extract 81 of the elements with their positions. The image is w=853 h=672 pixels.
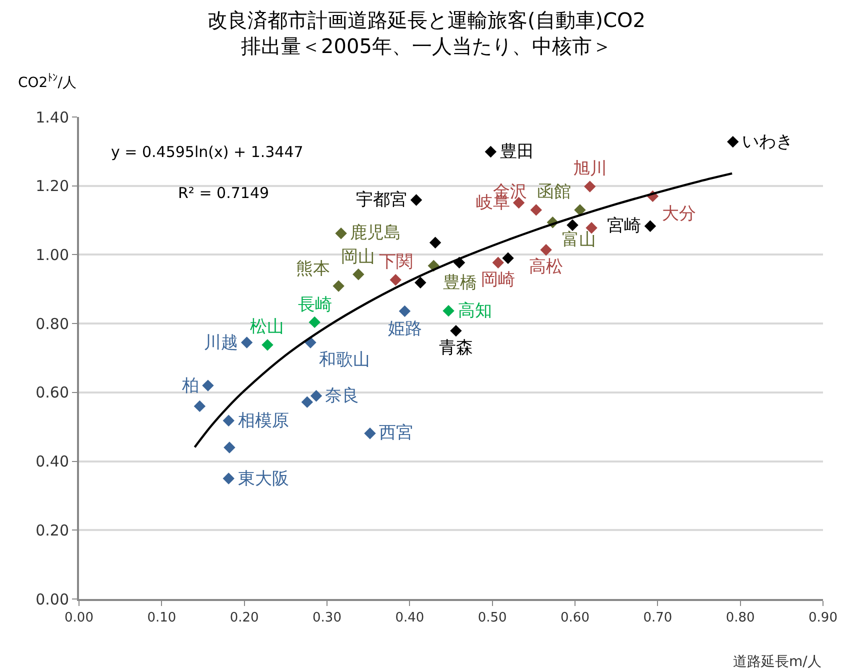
- annotation: 宇都宮: [356, 190, 407, 210]
- point: [332, 280, 344, 292]
- x-tick-label: 0.60: [560, 610, 590, 626]
- annotation: 長崎: [298, 295, 332, 315]
- annotation: 東大阪: [238, 469, 289, 489]
- annotation: 鹿児島: [350, 223, 401, 243]
- x-tick-label: 0.90: [808, 610, 838, 626]
- point: [566, 219, 578, 231]
- x-tick-label: 0.50: [478, 610, 507, 626]
- x-tick-label: 0.80: [726, 610, 755, 626]
- annotation: 宮崎: [607, 216, 641, 236]
- annotation: R² = 0.7149: [178, 184, 270, 202]
- annotation: 熊本: [296, 259, 330, 279]
- annotation: 函館: [537, 182, 571, 202]
- y-tick-label: 0.80: [36, 314, 69, 333]
- point: [202, 380, 214, 392]
- x-tick-label: 0.10: [147, 610, 176, 626]
- y-tick-label: 0.00: [36, 590, 69, 608]
- y-tick-label: 1.40: [36, 108, 69, 126]
- annotation: 奈良: [325, 386, 359, 406]
- point: [301, 396, 314, 408]
- point: [530, 204, 542, 216]
- point: [540, 244, 552, 256]
- point: [584, 180, 596, 192]
- point: [484, 146, 497, 158]
- point: [414, 276, 426, 288]
- point: [262, 339, 274, 351]
- annotation: 西宮: [379, 423, 413, 443]
- annotation: いわき: [742, 132, 793, 152]
- point: [222, 414, 234, 427]
- point: [574, 204, 586, 216]
- annotation: y = 0.4595ln(x) + 1.3447: [111, 143, 304, 161]
- y-tick-label: 0.20: [36, 521, 69, 540]
- chart-title: 改良済都市計画道路延長と運輸旅客(自動車)CO2 排出量＜2005年、一人当たり、中核市＞: [207, 8, 646, 58]
- point: [310, 390, 322, 402]
- point: [429, 236, 442, 249]
- annotation: 豊橋: [443, 273, 477, 293]
- annotation: 旭川: [573, 159, 607, 179]
- y-tick-label: 0.60: [36, 384, 69, 402]
- point: [727, 136, 739, 148]
- annotation: 富山: [562, 230, 596, 250]
- point: [502, 252, 514, 264]
- point: [450, 324, 462, 337]
- point: [308, 316, 320, 328]
- point: [240, 336, 253, 348]
- annotation: 高知: [458, 301, 492, 321]
- point: [364, 428, 376, 440]
- point: [398, 305, 411, 318]
- point: [335, 228, 347, 240]
- annotation: 川越: [204, 333, 238, 353]
- annotation: 下関: [379, 252, 413, 272]
- x-tick-label: 0.20: [230, 610, 259, 626]
- x-tick-label: 0.00: [64, 610, 94, 626]
- annotation: 高松: [529, 257, 563, 277]
- point: [224, 442, 236, 454]
- annotation: 豊田: [500, 142, 534, 162]
- x-axis-title: 道路延長m/人: [733, 654, 822, 670]
- x-tick-label: 0.30: [312, 610, 342, 626]
- annotation: 相模原: [238, 411, 289, 431]
- x-tick-label: 0.40: [395, 610, 424, 626]
- annotation: 岡崎: [481, 270, 515, 290]
- point: [644, 220, 656, 232]
- y-tick-label: 1.20: [36, 177, 69, 196]
- annotation: 青森: [439, 338, 473, 358]
- point: [194, 400, 206, 412]
- point: [410, 194, 422, 206]
- y-axis-title: CO2$^{ﾄﾝ}$/人: [18, 73, 76, 91]
- point: [222, 472, 234, 484]
- y-tick-label: 1.00: [36, 246, 69, 264]
- point: [352, 268, 364, 280]
- annotation: 柏: [181, 376, 199, 396]
- annotation: 岡山: [341, 247, 375, 267]
- point: [492, 256, 504, 268]
- y-tick-label: 0.40: [36, 452, 69, 471]
- annotation: 和歌山: [319, 350, 370, 370]
- annotation: 松山: [250, 317, 284, 337]
- point: [390, 274, 402, 286]
- annotation: 姫路: [388, 319, 422, 339]
- point: [442, 304, 454, 317]
- annotation: 大分: [662, 204, 696, 224]
- x-tick-label: 0.70: [643, 610, 672, 626]
